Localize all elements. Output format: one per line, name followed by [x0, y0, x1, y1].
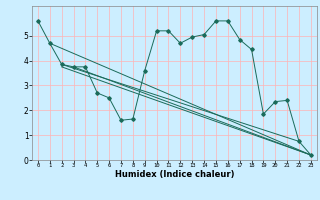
- X-axis label: Humidex (Indice chaleur): Humidex (Indice chaleur): [115, 170, 234, 179]
